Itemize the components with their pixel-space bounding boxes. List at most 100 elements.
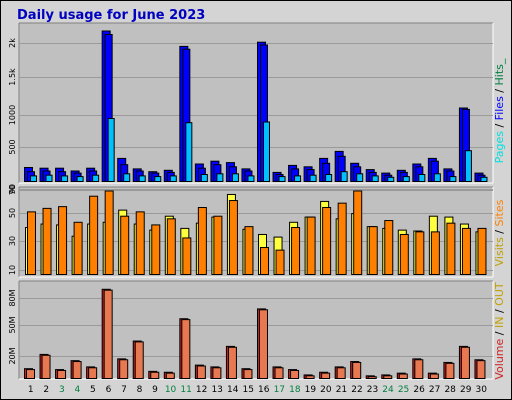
day-label: 3 <box>59 385 65 395</box>
out-bar <box>305 375 315 379</box>
volume-panel-legend-part: / <box>493 328 506 339</box>
out-bar <box>181 319 191 379</box>
sites-bar <box>415 231 425 275</box>
sites-bar <box>384 220 394 275</box>
sites-bar <box>104 190 114 275</box>
out-bar <box>290 369 300 379</box>
pages-bar <box>45 174 53 182</box>
out-bar <box>227 346 237 379</box>
day-label: 10 <box>165 385 177 395</box>
day-label: 4 <box>74 385 80 395</box>
day-label: 22 <box>351 385 362 395</box>
visits-panel-ytick-label: 90 <box>8 184 17 194</box>
out-bar <box>243 369 253 379</box>
sites-bar <box>166 218 176 276</box>
visits-panel-ytick-label: 10 <box>8 265 17 275</box>
hits-panel-legend-part: Pages <box>493 131 506 164</box>
sites-bar <box>477 227 487 275</box>
out-bar <box>460 346 470 379</box>
sites-bar <box>461 227 471 275</box>
pages-bar <box>138 175 146 182</box>
out-bar <box>72 361 82 379</box>
sites-bar <box>197 207 207 275</box>
out-bar <box>26 369 35 379</box>
hits-panel-legend-part: / <box>493 85 506 96</box>
day-label: 15 <box>243 385 254 395</box>
pages-bar <box>278 176 286 183</box>
pages-bar <box>418 174 426 182</box>
hits-panel-legend: Pages / Files / Hits_ <box>493 58 506 163</box>
day-label: 17 <box>274 385 285 395</box>
day-label: 14 <box>227 385 239 395</box>
sites-bar <box>213 215 223 276</box>
volume-panel-legend: Volume / IN / OUT <box>493 282 506 380</box>
out-bar <box>398 373 408 379</box>
out-bar <box>414 359 424 380</box>
day-label: 16 <box>258 385 270 395</box>
pages-bar <box>185 122 193 182</box>
pages-bar <box>247 175 255 182</box>
sites-bar <box>244 226 254 275</box>
sites-bar <box>73 221 83 276</box>
day-label: 18 <box>289 385 301 395</box>
day-label: 19 <box>305 385 317 395</box>
hits-panel-legend-part: Files <box>493 96 506 120</box>
out-bar <box>429 373 439 379</box>
day-label: 8 <box>137 385 143 395</box>
sites-bar <box>58 206 68 275</box>
hits-panel-legend-part: _ <box>493 58 506 65</box>
pages-bar <box>154 176 162 183</box>
out-bar <box>196 365 206 379</box>
pages-bar <box>92 174 100 182</box>
sites-bar <box>446 222 456 275</box>
day-label: 2 <box>43 385 49 395</box>
pages-bar <box>123 173 131 183</box>
out-bar <box>165 372 175 380</box>
pages-bar <box>263 121 270 182</box>
pages-bar <box>309 174 317 182</box>
volume-panel-legend-part: IN <box>493 317 506 328</box>
out-bar <box>383 375 393 379</box>
sites-bar <box>135 211 145 275</box>
volume-panel-ytick-label: 80M <box>8 289 17 306</box>
out-bar <box>41 354 51 380</box>
day-label: 24 <box>382 385 394 395</box>
sites-bar <box>228 200 238 275</box>
pages-bar <box>231 173 239 183</box>
day-label: 7 <box>121 385 127 395</box>
pages-bar <box>61 175 69 182</box>
volume-panel-legend-part: OUT <box>493 282 506 306</box>
volume-panel-legend-part: Volume <box>493 338 506 379</box>
sites-bar <box>337 202 347 275</box>
out-bar <box>352 361 362 379</box>
day-label: 9 <box>152 385 158 395</box>
pages-bar <box>464 150 472 182</box>
pages-bar <box>76 176 84 183</box>
sites-bar <box>42 207 52 276</box>
visits-panel-legend-part: / <box>493 226 506 237</box>
day-label: 1 <box>28 385 34 395</box>
sites-bar <box>399 233 409 275</box>
out-bar <box>88 367 98 380</box>
day-label: 30 <box>476 385 488 395</box>
out-bar <box>134 341 144 379</box>
out-bar <box>150 371 160 380</box>
hits-panel-legend-part: Hits <box>493 64 506 86</box>
day-label: 20 <box>320 385 332 395</box>
out-bar <box>259 309 268 379</box>
sites-bar <box>120 215 130 276</box>
volume-panel-ytick-label: 50M <box>8 316 17 333</box>
day-label: 6 <box>106 385 112 395</box>
out-bar <box>119 359 129 380</box>
sites-bar <box>275 249 285 275</box>
day-label: 11 <box>180 385 191 395</box>
day-label: 29 <box>460 385 472 395</box>
sites-bar <box>322 207 332 275</box>
hits-panel-background <box>19 23 493 183</box>
hits-panel-ytick-label: 2k <box>8 38 17 48</box>
day-label: 13 <box>211 385 222 395</box>
volume-panel-legend-part: / <box>493 306 506 317</box>
pages-bar <box>480 176 488 183</box>
pages-bar <box>402 176 410 183</box>
